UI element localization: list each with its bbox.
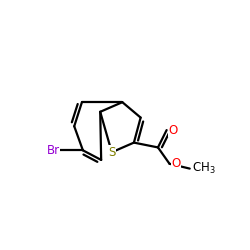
- Text: O: O: [168, 124, 178, 136]
- Text: CH$_3$: CH$_3$: [192, 161, 215, 176]
- Text: S: S: [108, 146, 116, 159]
- Text: Br: Br: [47, 144, 60, 157]
- Text: O: O: [172, 157, 181, 170]
